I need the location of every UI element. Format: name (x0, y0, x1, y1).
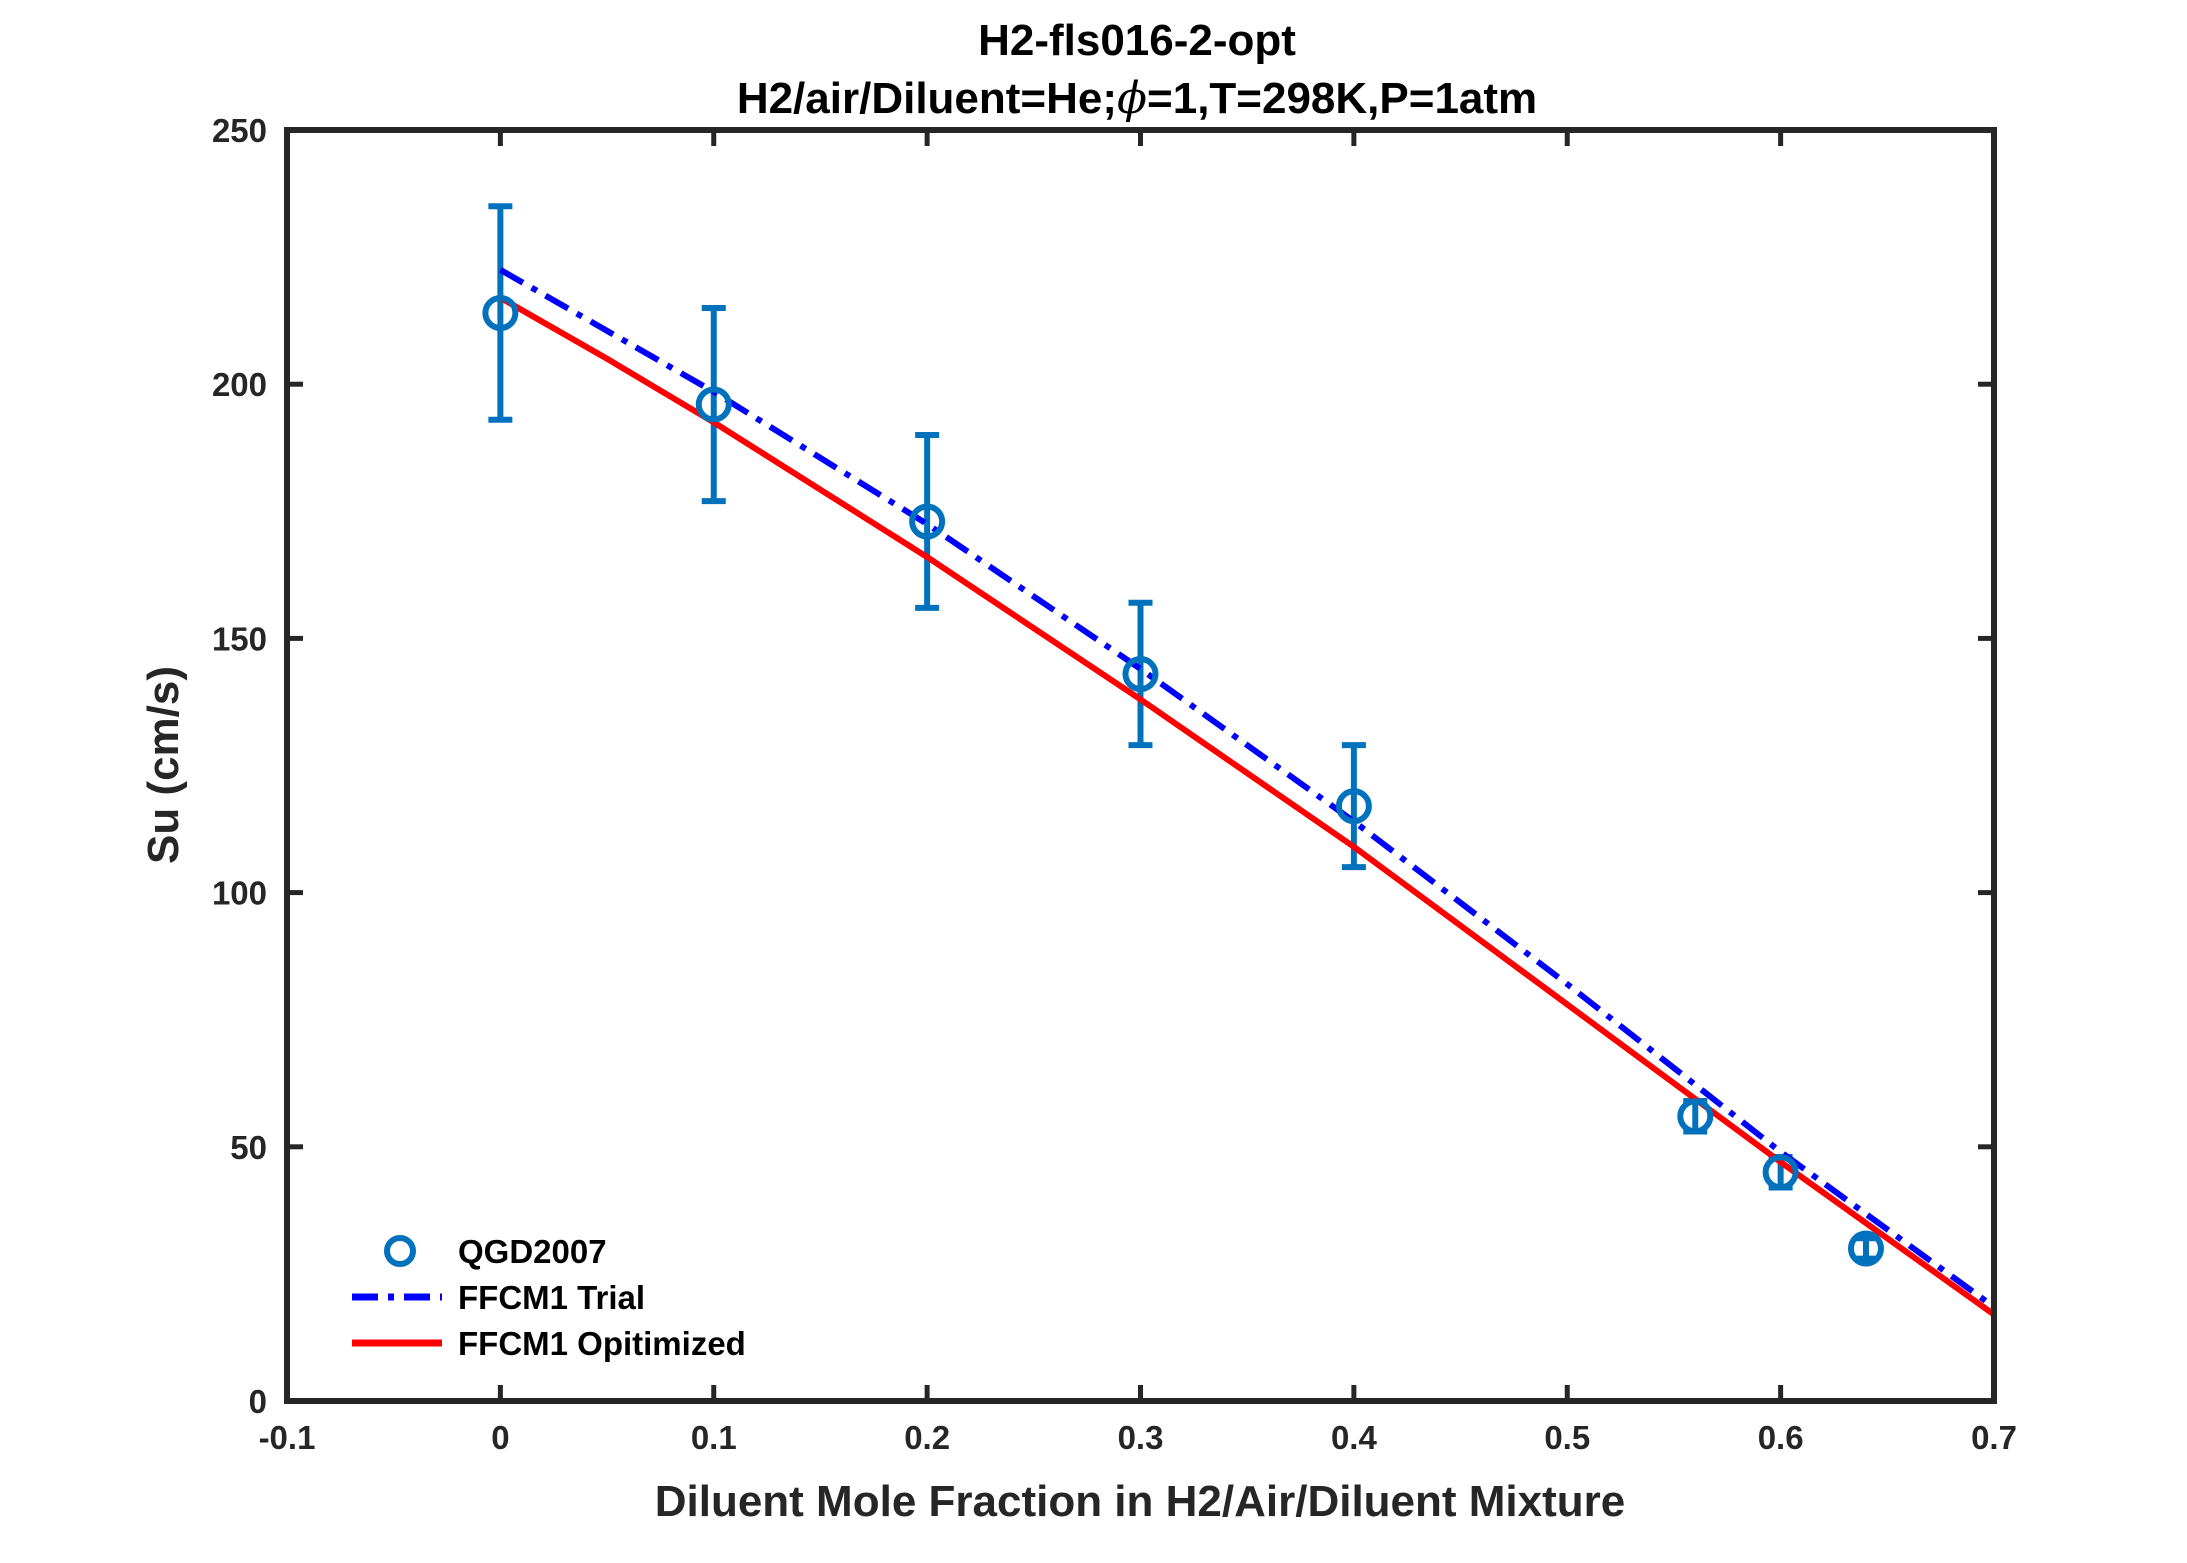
legend: QGD2007 FFCM1 Trial FFCM1 Opitimized (352, 1233, 746, 1362)
x-axis: -0.1 0 0.1 0.2 0.3 0.4 0.5 0.6 0.7 (259, 130, 2017, 1456)
x-tick-label: 0.7 (1971, 1419, 2017, 1456)
x-tick-label: 0.4 (1331, 1419, 1378, 1456)
data-point-qgd2007 (1677, 1098, 1714, 1135)
legend-marker-qgd2007 (384, 1235, 416, 1267)
data-point-qgd2007 (1122, 655, 1159, 692)
y-tick-label: 200 (212, 366, 267, 403)
y-tick-label: 50 (230, 1129, 267, 1166)
x-tick-label: 0 (491, 1419, 509, 1456)
data-point-qgd2007 (1335, 788, 1372, 825)
data-point-qgd2007 (482, 295, 519, 332)
y-tick-label: 0 (249, 1383, 267, 1420)
x-tick-label: -0.1 (259, 1419, 316, 1456)
x-tick-label: 0.2 (904, 1419, 950, 1456)
series-line-ffcm1-trial (498, 267, 1996, 1310)
phi-symbol: ϕ (1117, 73, 1147, 124)
y-tick-label: 150 (212, 620, 267, 657)
data-markers (482, 295, 1884, 1267)
x-tick-label: 0.1 (691, 1419, 737, 1456)
legend-label-qgd2007: QGD2007 (458, 1233, 607, 1270)
data-point-qgd2007 (695, 386, 732, 423)
data-point-qgd2007 (1847, 1230, 1884, 1267)
subtitle-suffix: =1,T=298K,P=1atm (1147, 74, 1537, 123)
data-point-qgd2007 (1762, 1154, 1799, 1191)
legend-label-ffcm1-optimized: FFCM1 Opitimized (458, 1325, 746, 1362)
subtitle-prefix: H2/air/Diluent=He; (737, 74, 1117, 123)
y-tick-label: 250 (212, 112, 267, 149)
x-tick-label: 0.5 (1544, 1419, 1590, 1456)
x-tick-label: 0.3 (1118, 1419, 1164, 1456)
y-axis-label: Su (cm/s) (139, 666, 188, 864)
legend-label-ffcm1-trial: FFCM1 Trial (458, 1279, 645, 1316)
y-tick-label: 100 (212, 875, 267, 912)
x-tick-label: 0.6 (1758, 1419, 1804, 1456)
x-axis-label: Diluent Mole Fraction in H2/Air/Diluent … (655, 1477, 1626, 1526)
chart-subtitle: H2/air/Diluent=He;ϕ=1,T=298K,P=1atm (737, 73, 1537, 124)
data-point-qgd2007 (909, 503, 946, 540)
chart-title: H2-fls016-2-opt (978, 16, 1296, 65)
y-axis: 0 50 100 150 200 250 (212, 112, 1994, 1420)
